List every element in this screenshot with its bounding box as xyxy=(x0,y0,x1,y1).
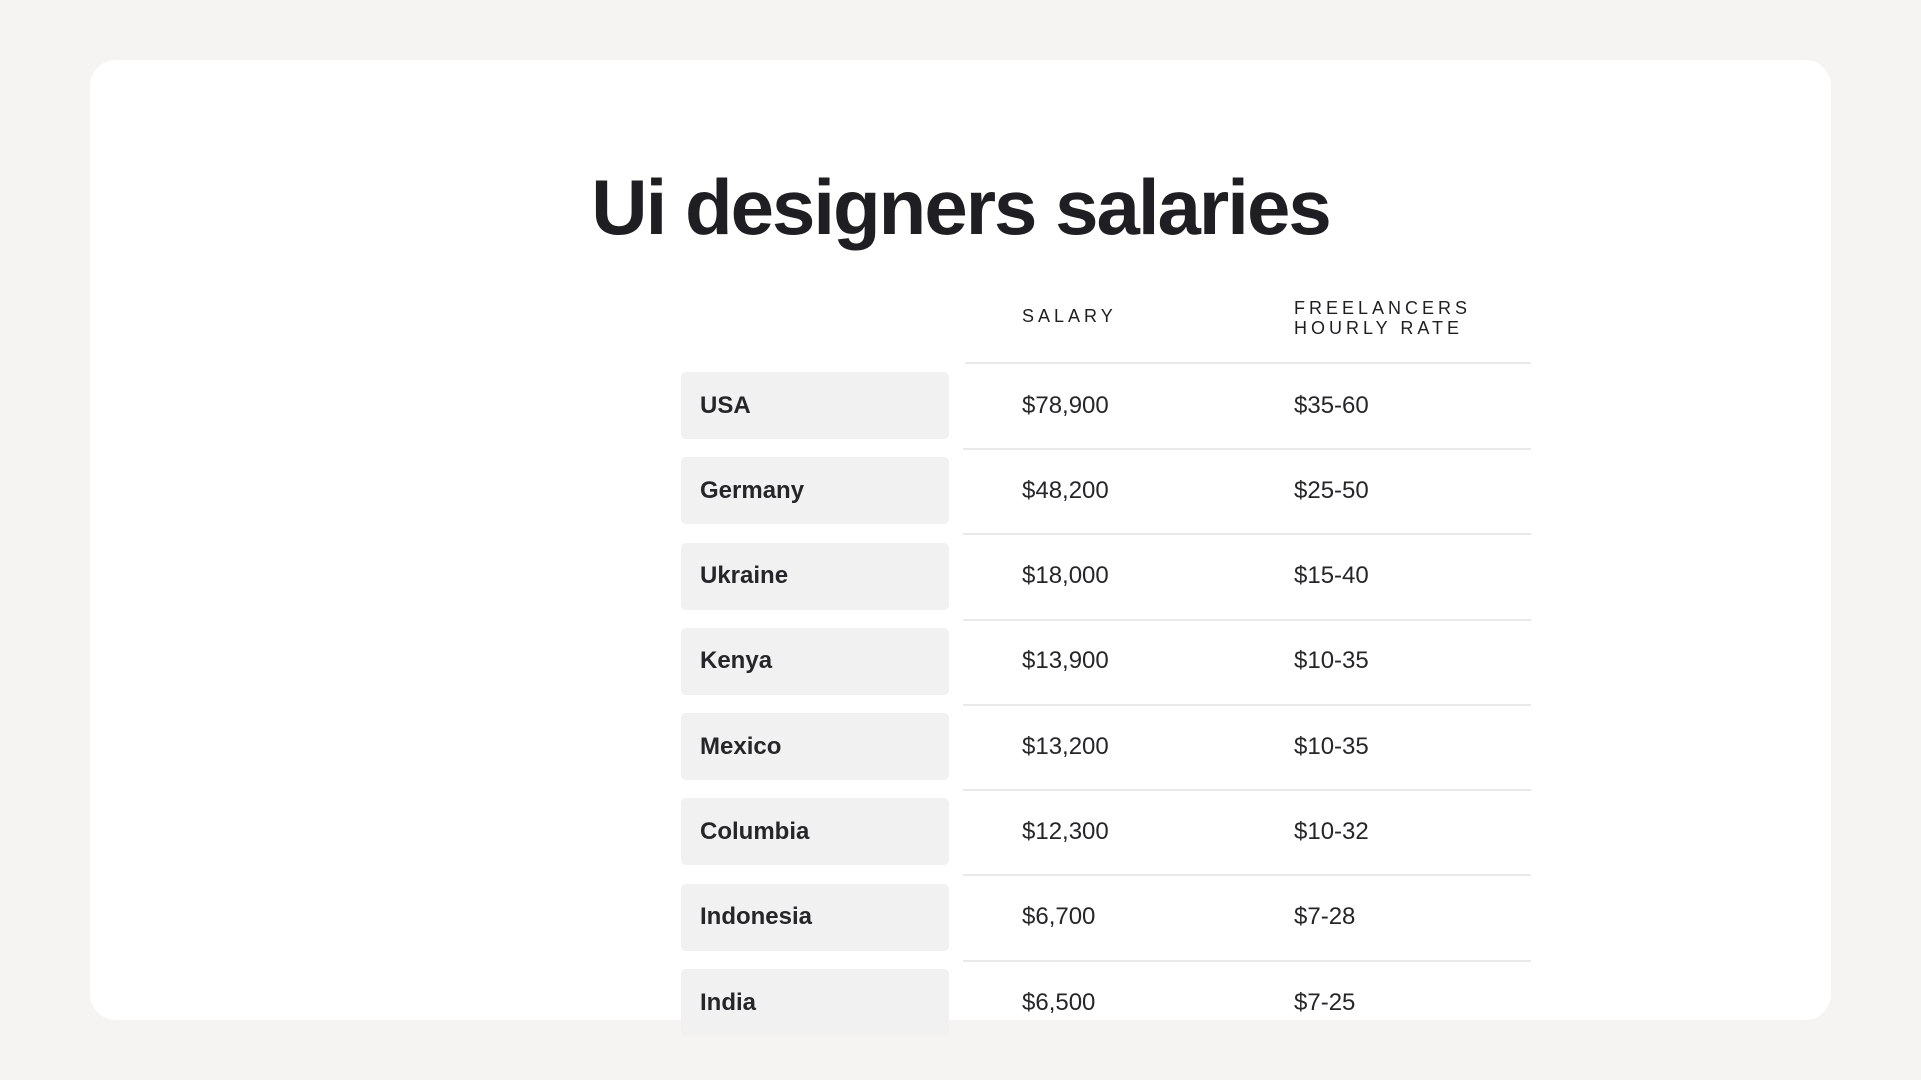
table-row: Columbia $12,300 $10-32 xyxy=(681,798,1531,883)
table-row: Mexico $13,200 $10-35 xyxy=(681,713,1531,798)
table-row: Ukraine $18,000 $15-40 xyxy=(681,542,1531,628)
hourly-rate-cell: $10-32 xyxy=(1294,817,1369,845)
country-cell: India xyxy=(681,969,949,1037)
salary-cell: $78,900 xyxy=(1022,391,1109,419)
row-divider xyxy=(963,959,1531,962)
country-cell: Kenya xyxy=(681,627,949,695)
salary-cell: $6,700 xyxy=(1022,903,1096,931)
hourly-rate-cell: $7-28 xyxy=(1294,903,1356,931)
row-divider xyxy=(963,874,1531,877)
hourly-rate-cell: $35-60 xyxy=(1294,391,1369,419)
page-title: Ui designers salaries xyxy=(591,163,1331,251)
table-row: Indonesia $6,700 $7-28 xyxy=(681,883,1531,969)
table-row: USA $78,900 $35-60 xyxy=(681,372,1531,457)
salary-cell: $18,000 xyxy=(1022,562,1109,590)
salary-table: USA $78,900 $35-60 Germany $48,200 $25-50 Ukra… xyxy=(681,372,1531,1054)
salary-card: Ui designers salaries SALARY FREELANCERS… xyxy=(90,60,1831,1037)
salary-cell: $13,900 xyxy=(1022,647,1109,675)
hourly-rate-cell: $10-35 xyxy=(1294,647,1369,675)
hourly-rate-cell: $15-40 xyxy=(1294,562,1369,590)
row-divider xyxy=(963,618,1531,621)
table-row: Germany $48,200 $25-50 xyxy=(681,457,1531,542)
salary-cell: $48,200 xyxy=(1022,476,1109,504)
country-cell: Germany xyxy=(681,457,949,525)
hourly-rate-cell: $7-25 xyxy=(1294,988,1356,1016)
country-cell: USA xyxy=(681,372,949,439)
hourly-rate-cell: $10-35 xyxy=(1294,732,1369,760)
column-header-hourly-rate: FREELANCERS HOURLY RATE xyxy=(1294,298,1472,338)
header-divider xyxy=(965,362,1531,364)
column-header-salary: SALARY xyxy=(1022,306,1117,326)
table-row: India $6,500 $7-25 xyxy=(681,969,1531,1054)
country-cell: Ukraine xyxy=(681,542,949,610)
hourly-rate-cell: $25-50 xyxy=(1294,476,1369,504)
table-row: Kenya $13,900 $10-35 xyxy=(681,627,1531,713)
row-divider xyxy=(963,789,1531,792)
country-cell: Columbia xyxy=(681,798,949,866)
salary-cell: $6,500 xyxy=(1022,988,1096,1016)
salary-cell: $12,300 xyxy=(1022,817,1109,845)
row-divider xyxy=(963,533,1531,536)
row-divider xyxy=(963,448,1531,450)
country-cell: Mexico xyxy=(681,713,949,781)
row-divider xyxy=(963,703,1531,706)
country-cell: Indonesia xyxy=(681,883,949,951)
salary-cell: $13,200 xyxy=(1022,732,1109,760)
